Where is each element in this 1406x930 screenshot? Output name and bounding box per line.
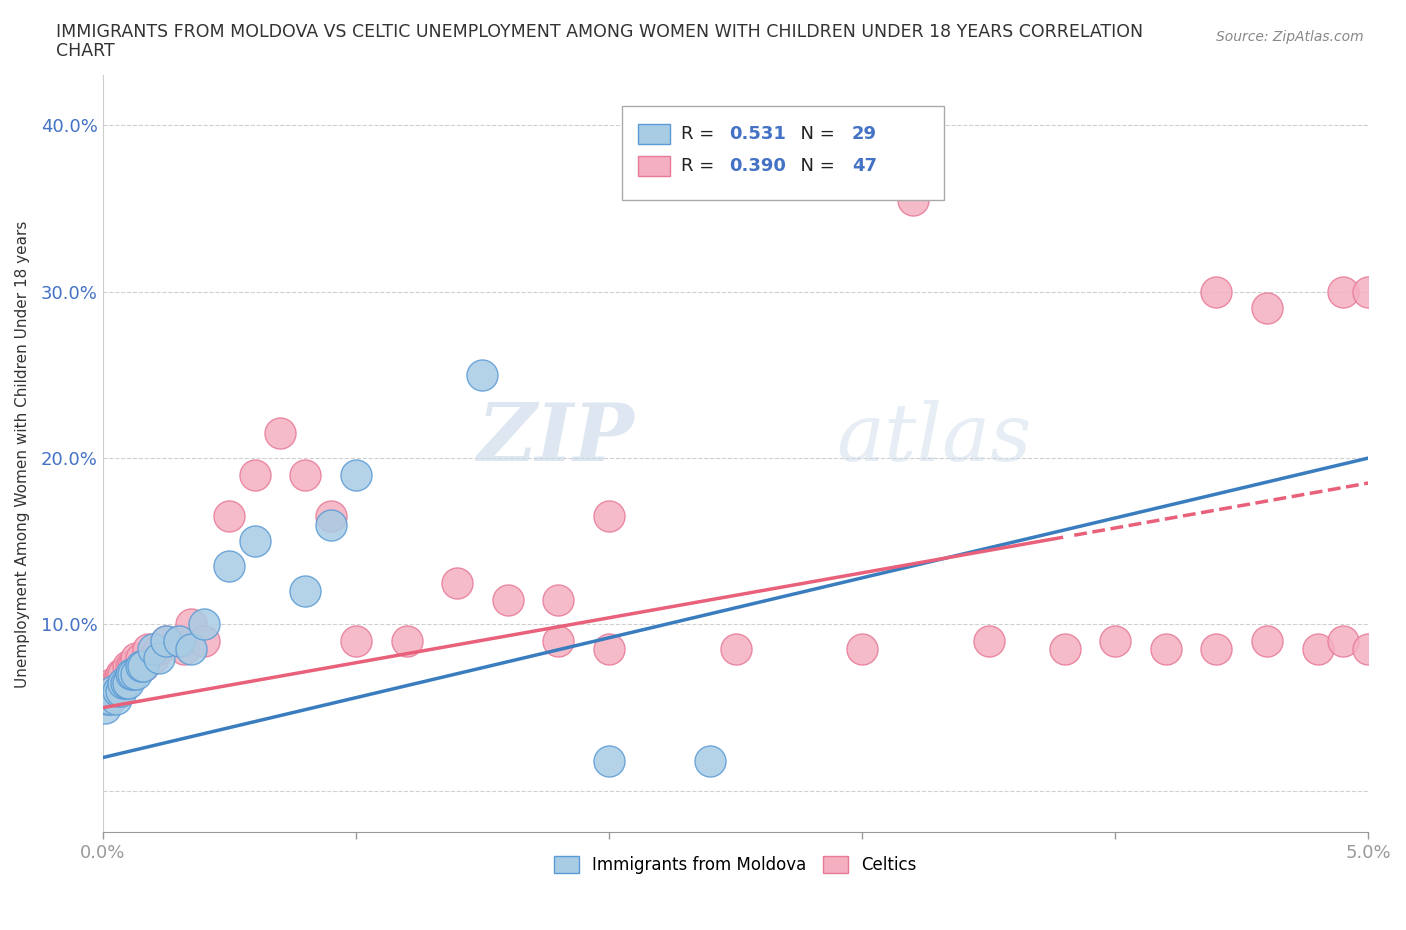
Point <box>699 753 721 768</box>
Text: ZIP: ZIP <box>478 400 634 477</box>
Point <box>122 667 145 682</box>
Y-axis label: Unemployment Among Women with Children Under 18 years: Unemployment Among Women with Children U… <box>15 220 30 687</box>
Text: R =: R = <box>681 125 720 142</box>
Point <box>1256 633 1278 648</box>
Point <box>243 534 266 549</box>
Point <box>901 193 924 207</box>
Point <box>598 753 620 768</box>
FancyBboxPatch shape <box>638 156 669 176</box>
Point <box>100 692 122 707</box>
Point <box>97 692 120 707</box>
Point <box>294 584 316 599</box>
Point <box>112 667 135 682</box>
Point <box>132 658 155 673</box>
Point <box>129 650 152 665</box>
Text: 29: 29 <box>852 125 877 142</box>
Point <box>104 692 127 707</box>
Text: 0.390: 0.390 <box>730 157 786 175</box>
Point <box>114 675 136 690</box>
Point <box>395 633 418 648</box>
Point <box>94 692 117 707</box>
Point <box>243 467 266 482</box>
Point <box>446 576 468 591</box>
Point <box>547 633 569 648</box>
Point <box>1331 285 1354 299</box>
Point <box>1205 642 1227 657</box>
Text: R =: R = <box>681 157 720 175</box>
Point <box>180 617 202 631</box>
Point <box>1256 301 1278 316</box>
Point <box>724 642 747 657</box>
Point <box>100 684 122 698</box>
Point <box>110 684 132 698</box>
Point <box>117 658 139 673</box>
Point <box>138 642 160 657</box>
Point <box>101 684 124 698</box>
Point <box>1104 633 1126 648</box>
Point <box>120 667 142 682</box>
Point <box>1357 285 1379 299</box>
Point <box>132 658 155 673</box>
Text: 0.531: 0.531 <box>730 125 786 142</box>
Point <box>148 642 170 657</box>
Point <box>125 650 148 665</box>
Point <box>112 675 135 690</box>
Text: Source: ZipAtlas.com: Source: ZipAtlas.com <box>1216 30 1364 44</box>
Point <box>129 658 152 673</box>
Point <box>344 633 367 648</box>
Point <box>167 633 190 648</box>
Point <box>977 633 1000 648</box>
Point <box>107 684 129 698</box>
Point <box>1357 642 1379 657</box>
Point <box>148 650 170 665</box>
Point <box>1306 642 1329 657</box>
Point <box>547 592 569 607</box>
Text: atlas: atlas <box>837 400 1032 477</box>
Point <box>110 667 132 682</box>
FancyBboxPatch shape <box>638 124 669 143</box>
Point <box>1331 633 1354 648</box>
Point <box>471 367 494 382</box>
Point <box>1154 642 1177 657</box>
Point <box>496 592 519 607</box>
Point <box>122 658 145 673</box>
Point <box>218 509 240 524</box>
Text: N =: N = <box>789 125 841 142</box>
Point <box>598 509 620 524</box>
Point <box>1053 642 1076 657</box>
Text: 47: 47 <box>852 157 877 175</box>
Point <box>104 675 127 690</box>
Point <box>294 467 316 482</box>
Point <box>269 426 291 441</box>
Point <box>101 675 124 690</box>
Point <box>344 467 367 482</box>
Point <box>93 692 115 707</box>
Point <box>142 650 165 665</box>
Point <box>1205 285 1227 299</box>
Point <box>155 633 177 648</box>
Point <box>218 559 240 574</box>
Text: CHART: CHART <box>56 42 115 60</box>
Point <box>180 642 202 657</box>
FancyBboxPatch shape <box>621 106 945 200</box>
Point <box>155 633 177 648</box>
Point <box>173 642 195 657</box>
Point <box>94 700 117 715</box>
Legend: Immigrants from Moldova, Celtics: Immigrants from Moldova, Celtics <box>547 849 924 881</box>
Point <box>319 509 342 524</box>
Point <box>598 642 620 657</box>
Point <box>142 642 165 657</box>
Point <box>120 658 142 673</box>
Point <box>117 675 139 690</box>
Point <box>167 633 190 648</box>
Text: IMMIGRANTS FROM MOLDOVA VS CELTIC UNEMPLOYMENT AMONG WOMEN WITH CHILDREN UNDER 1: IMMIGRANTS FROM MOLDOVA VS CELTIC UNEMPL… <box>56 23 1143 41</box>
Text: N =: N = <box>789 157 841 175</box>
Point <box>193 617 215 631</box>
Point <box>125 667 148 682</box>
Point <box>97 684 120 698</box>
Point <box>851 642 873 657</box>
Point <box>193 633 215 648</box>
Point <box>107 675 129 690</box>
Point <box>319 517 342 532</box>
